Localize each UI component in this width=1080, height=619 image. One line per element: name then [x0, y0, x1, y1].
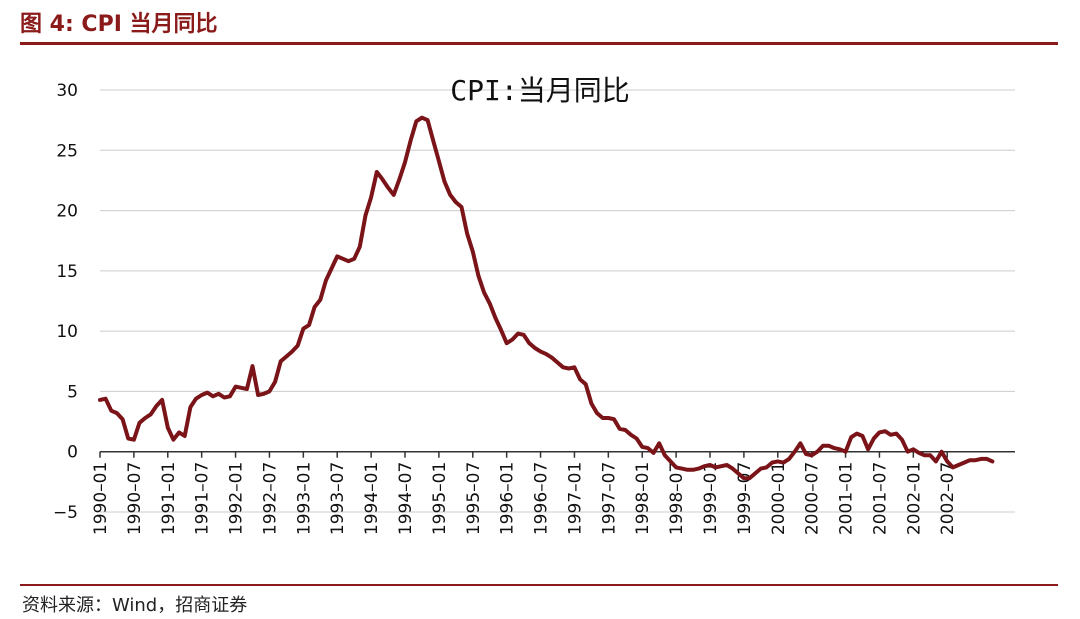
bottom-rule	[20, 584, 1058, 586]
y-tick-label: 5	[67, 382, 78, 402]
x-tick-label: 1994–01	[362, 462, 382, 535]
x-tick-label: 2000–01	[769, 462, 789, 535]
source-note: 资料来源：Wind，招商证券	[22, 595, 248, 616]
x-tick-label: 1992–07	[260, 462, 280, 535]
x-tick-label: 1992–01	[227, 462, 247, 535]
y-tick-label: −5	[53, 503, 78, 523]
x-tick-label: 1996–07	[532, 462, 552, 535]
x-tick-label: 2002–01	[904, 462, 924, 535]
x-tick-label: 2002–07	[938, 462, 958, 535]
x-tick-label: 1995–07	[464, 462, 484, 535]
x-tick-label: 1991–07	[193, 462, 213, 535]
grid-lines	[100, 89, 1015, 513]
x-tick-label: 1998–01	[633, 462, 653, 535]
x-tick-label: 1999–01	[701, 462, 721, 535]
top-rule	[20, 42, 1058, 45]
y-tick-label: 30	[56, 81, 78, 101]
x-tick-label: 1997–01	[565, 462, 585, 535]
x-tick-label: 2001–01	[837, 462, 857, 535]
line-chart: −5 0 5 10 15 20 25 30 1990–01 1990–07 1991–01 1991…	[53, 74, 1015, 535]
y-axis-ticks: −5 0 5 10 15 20 25 30	[53, 81, 78, 523]
y-tick-label: 20	[56, 202, 78, 222]
figure-title: 图 4: CPI 当月同比	[20, 12, 218, 37]
y-tick-label: 0	[67, 443, 78, 463]
x-tick-label: 1993–07	[328, 462, 348, 535]
y-tick-label: 25	[56, 141, 78, 161]
x-tick-label: 1994–07	[396, 462, 416, 535]
cpi-series-line	[98, 115, 995, 481]
y-tick-label: 15	[56, 262, 78, 282]
x-tick-label: 2000–07	[803, 462, 823, 535]
x-tick-label: 1998–07	[667, 462, 687, 535]
x-tick-label: 1990–07	[125, 462, 145, 535]
x-tick-label: 1996–01	[498, 462, 518, 535]
chart-title: CPI:当月同比	[450, 74, 629, 107]
y-tick-label: 10	[56, 322, 78, 342]
x-tick-label: 1997–07	[599, 462, 619, 535]
x-axis-ticks: 1990–01 1990–07 1991–01 1991–07 1992–01 1992–…	[91, 451, 958, 535]
x-tick-label: 1993–01	[294, 462, 314, 535]
x-tick-label: 1990–01	[91, 462, 111, 535]
x-tick-label: 2001–07	[870, 462, 890, 535]
x-tick-label: 1995–01	[430, 462, 450, 535]
x-tick-label: 1991–01	[159, 462, 179, 535]
